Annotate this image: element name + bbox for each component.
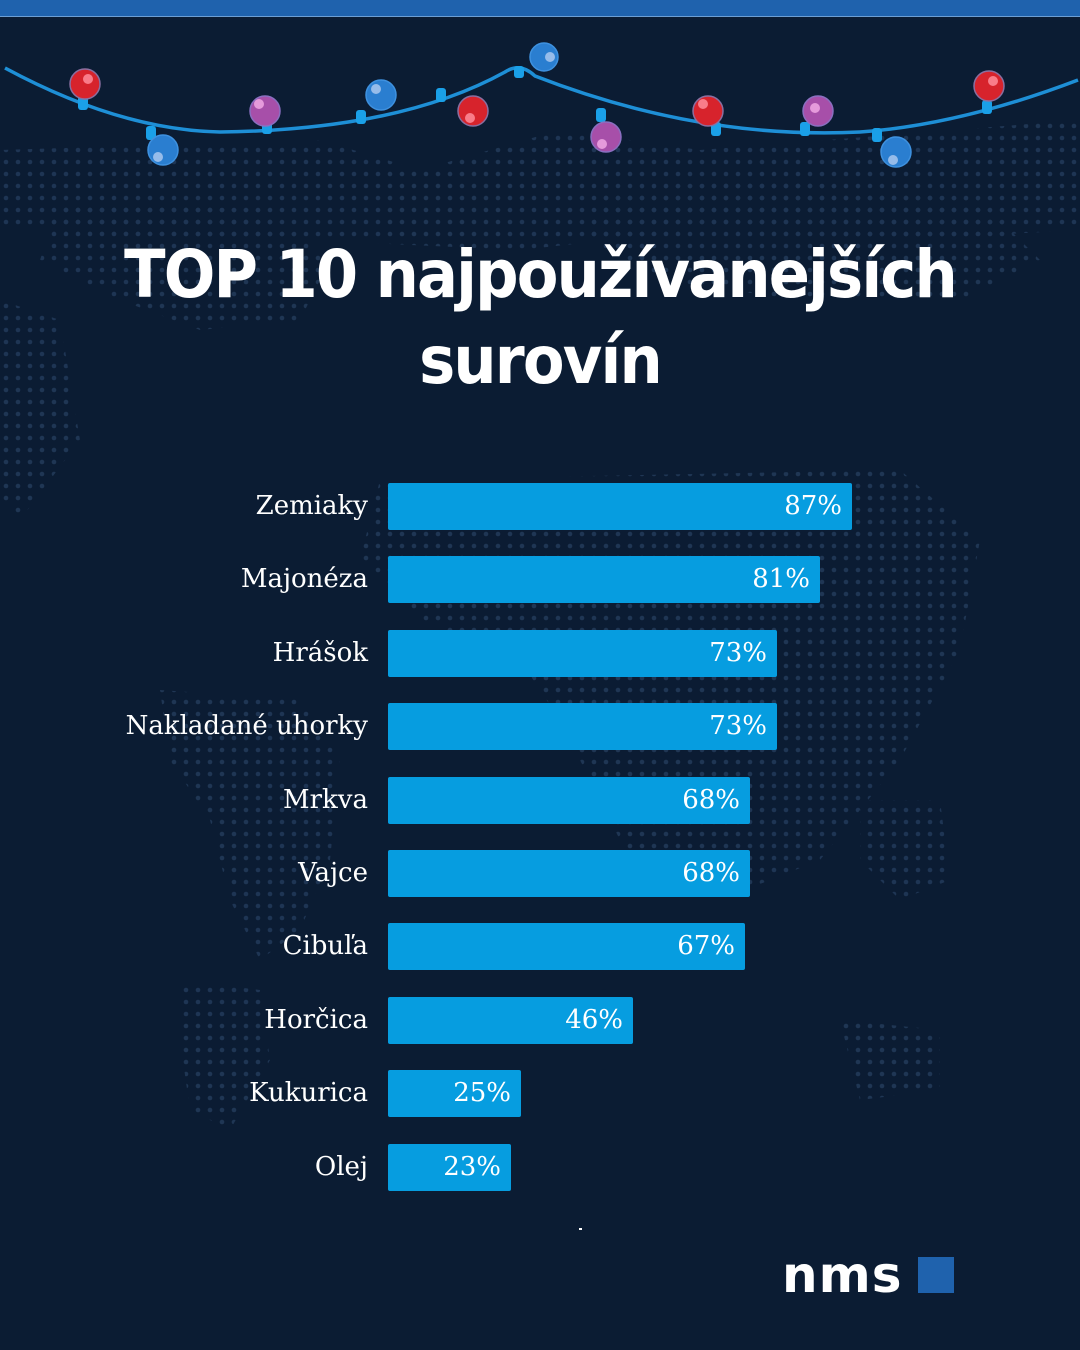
chart-row: Horčica 46% [0, 997, 1080, 1044]
light-bulb-red [692, 95, 724, 136]
value-label: 68% [682, 858, 740, 888]
title-line-2: surovín [419, 322, 663, 399]
value-label: 73% [709, 638, 767, 668]
category-label: Vajce [298, 858, 368, 888]
light-bulb-blue [146, 126, 179, 166]
chart-title: TOP 10 najpoužívanejších surovín [43, 232, 1037, 404]
light-bulb-red [436, 88, 489, 127]
bar: 73% [388, 630, 777, 677]
logo-square-icon [918, 1257, 954, 1293]
value-label: 73% [709, 711, 767, 741]
category-label: Zemiaky [255, 491, 368, 521]
bar: 25% [388, 1070, 521, 1117]
nms-logo: nms [782, 1246, 903, 1304]
light-bulb-red [69, 68, 101, 110]
chart-row: Kukurica 25% [0, 1070, 1080, 1117]
value-label: 81% [752, 564, 810, 594]
bar: 23% [388, 1144, 511, 1191]
christmas-lights-garland [4, 42, 1079, 168]
chart-row: Zemiaky 87% [0, 483, 1080, 530]
light-bulb-purple [249, 95, 281, 134]
light-bulb-red [973, 70, 1005, 114]
light-bulb-blue [514, 42, 559, 78]
chart-row: Cibuľa 67% [0, 923, 1080, 970]
value-label: 25% [453, 1078, 511, 1108]
bar: 46% [388, 997, 633, 1044]
bar: 81% [388, 556, 820, 603]
category-label: Cibuľa [282, 931, 368, 961]
chart-row: Majonéza 81% [0, 556, 1080, 603]
light-bulb-blue [872, 128, 912, 168]
chart-row: Olej 23% [0, 1144, 1080, 1191]
bar: 68% [388, 777, 750, 824]
chart-row: Nakladané uhorky 73% [0, 703, 1080, 750]
value-label: 23% [443, 1152, 501, 1182]
category-label: Horčica [264, 1005, 368, 1035]
bar: 68% [388, 850, 750, 897]
chart-row: Mrkva 68% [0, 777, 1080, 824]
category-label: Kukurica [249, 1078, 368, 1108]
light-bulb-blue [356, 79, 397, 124]
category-label: Hrášok [272, 638, 368, 668]
value-label: 46% [565, 1005, 623, 1035]
value-label: 67% [677, 931, 735, 961]
category-label: Nakladané uhorky [125, 711, 368, 741]
chart-row: Hrášok 73% [0, 630, 1080, 677]
top-banner-strip [0, 0, 1080, 17]
chart-row: Vajce 68% [0, 850, 1080, 897]
bar: 87% [388, 483, 852, 530]
value-label: 87% [784, 491, 842, 521]
light-bulb-purple [800, 95, 834, 136]
category-label: Olej [314, 1152, 368, 1182]
bar: 73% [388, 703, 777, 750]
light-bulb-purple [590, 108, 622, 153]
category-label: Mrkva [283, 785, 368, 815]
title-line-1: TOP 10 najpoužívanejších [124, 236, 958, 313]
bar: 67% [388, 923, 745, 970]
stray-mark [579, 1228, 582, 1230]
value-label: 68% [682, 785, 740, 815]
category-label: Majonéza [240, 564, 368, 594]
